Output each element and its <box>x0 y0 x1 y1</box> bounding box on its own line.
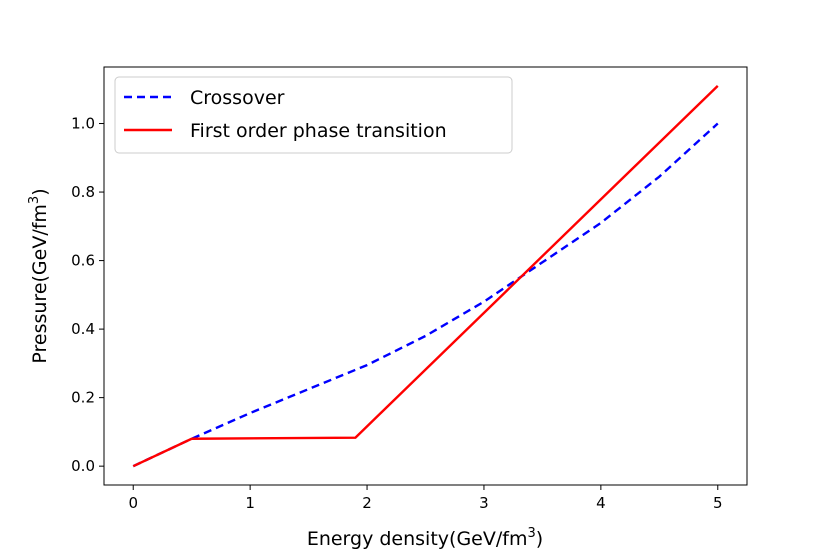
y-tick-label: 0.2 <box>71 389 95 407</box>
x-axis-label: Energy density(GeV/fm3) <box>307 526 543 550</box>
y-axis-label-close: ) <box>29 188 51 195</box>
x-tick-label: 1 <box>245 494 255 512</box>
y-tick-label: 0.0 <box>71 457 95 475</box>
x-tick-label: 4 <box>596 494 606 512</box>
series-line-first-order <box>132 84 719 468</box>
x-tick-label: 0 <box>128 494 138 512</box>
y-axis-label-superscript: 3 <box>27 196 42 204</box>
y-tick-label: 0.8 <box>71 183 95 201</box>
x-axis-label-close: ) <box>536 528 543 550</box>
legend-box <box>114 76 513 154</box>
x-tick-label: 3 <box>479 494 489 512</box>
y-tick-label: 0.4 <box>71 320 95 338</box>
series-line-crossover <box>132 122 719 468</box>
x-axis-label-superscript: 3 <box>527 526 535 541</box>
series-layer <box>132 84 719 468</box>
y-tick-label: 1.0 <box>71 115 95 133</box>
legend-label-first-order: First order phase transition <box>190 120 447 142</box>
x-axis-label-text: Energy density(GeV/fm <box>307 528 528 550</box>
legend-label-crossover: Crossover <box>190 87 285 109</box>
y-axis-label-text: Pressure(GeV/fm <box>29 204 51 364</box>
x-tick-label: 5 <box>713 494 723 512</box>
y-axis-ticks: 0.0 0.2 0.4 0.6 0.8 1.0 <box>71 115 104 475</box>
axes-frame <box>103 66 748 486</box>
x-axis-ticks: 0 1 2 3 4 5 <box>128 485 723 512</box>
x-tick-label: 2 <box>362 494 372 512</box>
y-axis-label: Pressure(GeV/fm3) <box>27 188 51 363</box>
y-tick-label: 0.6 <box>71 252 95 270</box>
legend: Crossover First order phase transition <box>114 76 513 154</box>
